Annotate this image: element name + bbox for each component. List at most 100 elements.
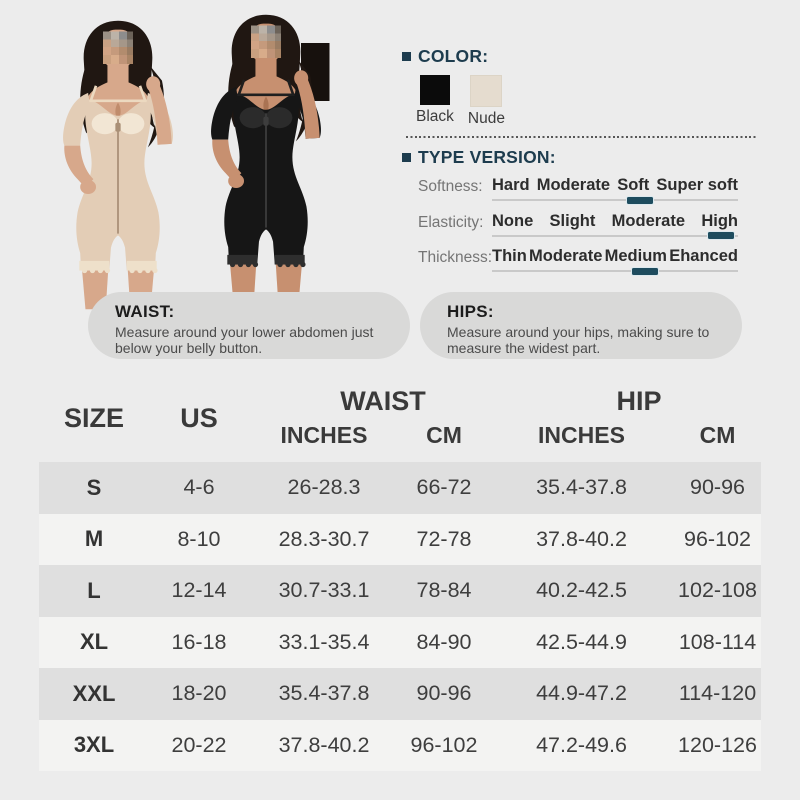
softness-indicator <box>625 195 654 205</box>
col-header-size: SIZE <box>63 403 124 433</box>
option: Hard <box>492 176 530 194</box>
size-cell: 3XL <box>73 732 115 758</box>
waist-tip-card: WAIST: Measure around your lower abdomen… <box>88 292 410 359</box>
hips-tip-text: Measure around your hips, making sure to… <box>447 324 710 356</box>
size-cell: L <box>87 577 101 603</box>
type-version-title: TYPE VERSION: <box>418 147 556 167</box>
table-cell: 16-18 <box>171 629 227 654</box>
size-cell: XXL <box>72 680 116 706</box>
table-cell: 78-84 <box>416 578 472 603</box>
table-row: XL 16-18 33.1-35.4 84-90 42.5-44.9 108-114 <box>39 616 761 668</box>
elasticity-row: Elasticity: None Slight Moderate High <box>402 211 760 247</box>
elasticity-label: Elasticity: <box>418 213 484 231</box>
softness-row: Softness: Hard Moderate Soft Super soft <box>402 175 760 211</box>
table-cell: 40.2-42.5 <box>536 578 627 603</box>
table-cell: 66-72 <box>416 475 472 500</box>
option: Moderate <box>536 176 611 194</box>
col-header-waist-cm: CM <box>426 422 462 448</box>
table-cell: 90-96 <box>690 475 745 500</box>
table-cell: 33.1-35.4 <box>278 629 370 654</box>
col-header-hip-inches: INCHES <box>538 422 625 448</box>
option: Thin <box>492 247 527 265</box>
type-version-heading: TYPE VERSION: <box>402 147 760 168</box>
size-cell: S <box>86 474 102 500</box>
table-cell: 28.3-30.7 <box>278 526 370 551</box>
model-photo-black <box>178 6 354 305</box>
size-table-body: S 4-6 26-28.3 66-72 35.4-37.8 90-96 M 8-10 28.3-… <box>39 462 761 771</box>
softness-track <box>492 195 738 205</box>
option: Slight <box>549 211 596 230</box>
hips-tip-card: HIPS: Measure around your hips, making s… <box>420 292 742 359</box>
size-chart-header: SIZE US WAIST HIP INCHES CM INCHES CM <box>39 382 761 462</box>
table-cell: 84-90 <box>416 629 472 654</box>
table-cell: 30.7-33.1 <box>278 578 370 603</box>
thickness-indicator <box>630 266 659 276</box>
table-row: S 4-6 26-28.3 66-72 35.4-37.8 90-96 <box>39 462 761 514</box>
table-cell: 72-78 <box>416 526 472 551</box>
col-header-hip-cm: CM <box>699 422 736 448</box>
table-cell: 102-108 <box>678 578 757 603</box>
info-panel: COLOR: Black Nude TYPE VERSION: Softness… <box>402 46 760 282</box>
table-cell: 90-96 <box>416 681 472 706</box>
option: Moderate <box>529 247 603 265</box>
swatch-label: Nude <box>467 110 505 127</box>
option: Moderate <box>611 211 686 230</box>
thickness-options: Thin Moderate Medium Ehanced <box>492 247 738 266</box>
waist-tip-title: WAIST: <box>115 302 175 321</box>
option: High <box>701 211 738 230</box>
color-swatches: Black Nude <box>416 75 760 128</box>
waist-tip-text: Measure around your lower abdomen just b… <box>115 324 374 356</box>
table-cell: 35.4-37.8 <box>536 475 627 500</box>
elasticity-indicator <box>706 231 735 240</box>
option: Soft <box>617 176 650 194</box>
color-section-heading: COLOR: <box>402 46 760 67</box>
option: Super soft <box>656 176 738 194</box>
square-bullet-icon <box>402 52 411 61</box>
table-row: M 8-10 28.3-30.7 72-78 37.8-40.2 96-102 <box>39 513 761 565</box>
table-cell: 44.9-47.2 <box>536 681 627 706</box>
thickness-track <box>492 266 738 276</box>
table-cell: 108-114 <box>678 629 757 654</box>
type-version-rows: Softness: Hard Moderate Soft Super soft … <box>402 175 760 282</box>
table-cell: 120-126 <box>678 732 757 757</box>
table-row: XXL 18-20 35.4-37.8 90-96 44.9-47.2 114-120 <box>39 668 761 720</box>
col-header-hip: HIP <box>616 386 662 416</box>
elasticity-options: None Slight Moderate High <box>492 212 738 231</box>
table-cell: 35.4-37.8 <box>278 681 370 706</box>
softness-label: Softness: <box>418 178 483 195</box>
option: Ehanced <box>669 247 738 265</box>
hips-tip-title: HIPS: <box>447 302 494 321</box>
elasticity-track <box>492 231 738 240</box>
color-title: COLOR: <box>418 46 489 66</box>
table-cell: 26-28.3 <box>287 475 361 500</box>
option: Medium <box>604 247 667 265</box>
table-cell: 4-6 <box>183 475 215 500</box>
softness-options: Hard Moderate Soft Super soft <box>492 176 738 195</box>
table-cell: 114-120 <box>678 681 757 706</box>
dotted-divider <box>406 135 756 138</box>
swatch-label: Black <box>416 108 454 125</box>
table-cell: 47.2-49.6 <box>536 732 627 757</box>
size-cell: M <box>84 526 104 552</box>
size-chart: SIZE US WAIST HIP INCHES CM INCHES CM S 4… <box>39 382 761 771</box>
square-bullet-icon <box>402 153 411 162</box>
table-cell: 8-10 <box>177 526 221 551</box>
table-cell: 96-102 <box>410 732 478 757</box>
table-cell: 96-102 <box>684 526 751 551</box>
table-cell: 12-14 <box>171 578 227 603</box>
nude-swatch-icon <box>470 75 503 107</box>
option: None <box>492 211 534 230</box>
table-cell: 42.5-44.9 <box>536 629 627 654</box>
swatch-black: Black <box>416 75 454 128</box>
col-header-waist: WAIST <box>340 386 426 416</box>
product-photos <box>0 0 410 352</box>
table-row: 3XL 20-22 37.8-40.2 96-102 47.2-49.6 120-126 <box>39 719 761 771</box>
table-cell: 18-20 <box>171 681 227 706</box>
thickness-label: Thickness: <box>418 249 493 266</box>
table-cell: 37.8-40.2 <box>536 526 627 551</box>
size-cell: XL <box>79 629 109 655</box>
swatch-nude: Nude <box>468 75 505 128</box>
black-swatch-icon <box>419 75 450 105</box>
col-header-waist-inches: INCHES <box>280 422 368 448</box>
